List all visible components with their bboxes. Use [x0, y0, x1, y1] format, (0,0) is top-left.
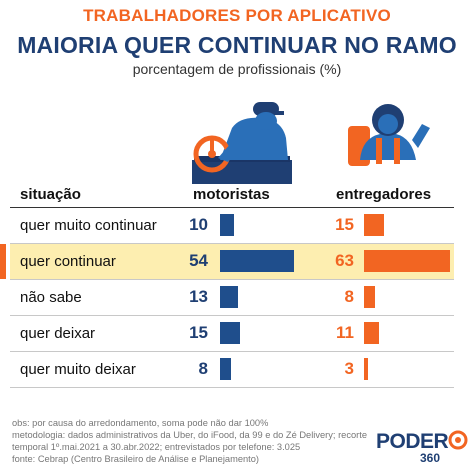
table-row: quer deixar 15 11	[10, 316, 454, 352]
entregadores-bar	[364, 286, 375, 308]
header-divider	[10, 207, 454, 208]
logo-number: 360	[420, 451, 441, 465]
delivery-person-illustration-icon	[348, 104, 430, 166]
motoristas-value-label: 13	[189, 287, 208, 306]
logo-mark-icon	[448, 430, 468, 450]
note-fonte: fonte: Cebrap (Centro Brasileiro de Anál…	[12, 454, 260, 464]
column-headers: situação motoristas entregadores	[0, 186, 474, 206]
motoristas-value-label: 8	[198, 359, 208, 378]
entregadores-bar	[364, 250, 450, 272]
header-entregadores: entregadores	[336, 186, 432, 203]
logo-word: PODER	[376, 430, 449, 453]
entregadores-value-label: 63	[335, 251, 354, 270]
entregadores-bar	[364, 322, 380, 344]
driver-illustration-icon	[192, 102, 292, 184]
kicker: TRABALHADORES POR APLICATIVO	[83, 6, 391, 25]
footnotes: obs: por causa do arredondamento, soma p…	[12, 417, 372, 465]
table-row: quer continuar 54 63	[0, 244, 454, 280]
motoristas-bar	[220, 250, 294, 272]
motoristas-value-label: 54	[189, 251, 208, 270]
entregadores-bar	[364, 214, 385, 236]
row-label: quer deixar	[20, 325, 96, 342]
table-row: quer muito deixar 8 3	[10, 352, 454, 388]
row-label: não sabe	[20, 289, 82, 306]
row-label: quer muito continuar	[20, 217, 157, 234]
note-recorte: temporal 1º.mai.2021 a 30.abr.2022; entr…	[12, 442, 301, 452]
note-metodologia: metodologia: dados administrativos da Ub…	[12, 430, 368, 440]
chart-title: MAIORIA QUER CONTINUAR NO RAMO	[17, 32, 457, 58]
motoristas-bar	[220, 358, 231, 380]
table-row: não sabe 13 8	[10, 280, 454, 316]
highlight-marker	[0, 244, 6, 279]
illustrations	[192, 102, 430, 184]
row-label: quer continuar	[20, 253, 116, 270]
entregadores-value-label: 11	[336, 323, 354, 342]
chart-subtitle: porcentagem de profissionais (%)	[132, 61, 342, 77]
row-label: quer muito deixar	[20, 361, 136, 378]
motoristas-bar	[220, 214, 234, 236]
header-motoristas: motoristas	[193, 186, 270, 203]
entregadores-value-label: 15	[335, 215, 354, 234]
entregadores-value-label: 3	[344, 359, 354, 378]
motoristas-bar	[220, 286, 238, 308]
entregadores-value-label: 8	[344, 287, 354, 306]
poder360-logo: PODER 360	[376, 430, 468, 466]
table-row: quer muito continuar 10 15	[10, 208, 454, 244]
header-situacao: situação	[20, 186, 81, 203]
motoristas-value-label: 15	[189, 323, 208, 342]
note-obs: obs: por causa do arredondamento, soma p…	[12, 418, 269, 428]
motoristas-bar	[220, 322, 241, 344]
entregadores-bar	[364, 358, 369, 380]
motoristas-value-label: 10	[189, 215, 208, 234]
